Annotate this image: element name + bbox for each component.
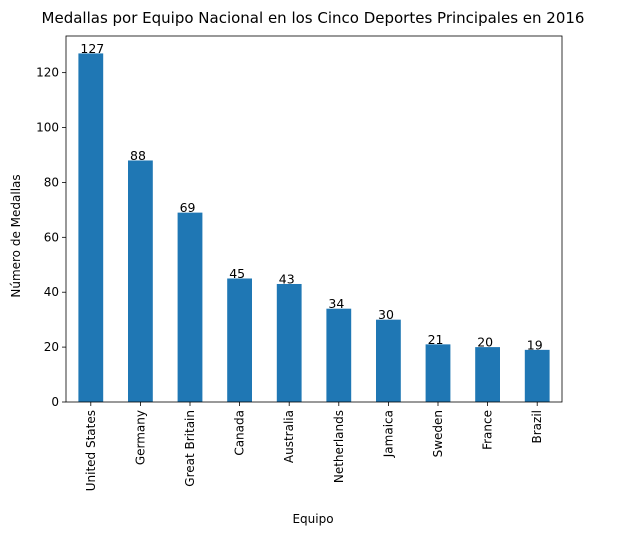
bar [475, 347, 500, 402]
bar [425, 344, 451, 402]
bar [78, 53, 104, 403]
y-axis: 0 20 40 60 80 100 120 [36, 66, 66, 409]
y-tick-label: 80 [44, 175, 59, 189]
data-label: 20 [477, 335, 493, 350]
data-label: 19 [527, 337, 543, 352]
data-label: 30 [378, 307, 394, 322]
data-label: 45 [229, 266, 245, 281]
data-labels-group: 127 88 69 45 43 34 30 21 20 19 [80, 41, 542, 352]
data-label: 43 [279, 271, 295, 286]
bars-group [78, 53, 550, 403]
x-axis-label: Equipo [292, 512, 333, 526]
x-tick-label: United States [84, 410, 98, 491]
x-tick-label: Sweden [431, 410, 445, 457]
bar [376, 319, 401, 402]
plot-frame [65, 35, 563, 403]
bar [276, 283, 302, 402]
y-axis-label: Número de Medallas [9, 174, 23, 297]
x-tick-label: Netherlands [332, 410, 346, 483]
x-axis: United States Germany Great Britain Canada A… [84, 402, 544, 491]
x-tick-label: Jamaica [381, 410, 395, 458]
x-tick-label: Great Britain [183, 410, 197, 487]
y-tick-label: 40 [44, 285, 59, 299]
bar [326, 308, 352, 402]
x-tick-label: Australia [282, 410, 296, 463]
bar [128, 160, 153, 402]
y-tick-label: 60 [44, 230, 59, 244]
y-tick-label: 0 [51, 395, 59, 409]
bar [177, 212, 203, 402]
y-tick-label: 120 [36, 66, 59, 80]
x-tick-label: Canada [233, 410, 247, 456]
data-label: 21 [428, 332, 444, 347]
data-label: 34 [328, 296, 344, 311]
x-tick-label: France [481, 410, 495, 450]
bar [524, 349, 550, 402]
x-tick-label: Brazil [530, 410, 544, 444]
chart-title: Medallas por Equipo Nacional en los Cinc… [42, 9, 585, 27]
bar [227, 278, 252, 402]
y-tick-label: 20 [44, 340, 59, 354]
data-label: 127 [80, 41, 104, 56]
data-label: 69 [180, 200, 196, 215]
data-label: 88 [130, 148, 146, 163]
x-tick-label: Germany [133, 410, 147, 465]
y-tick-label: 100 [36, 121, 59, 135]
